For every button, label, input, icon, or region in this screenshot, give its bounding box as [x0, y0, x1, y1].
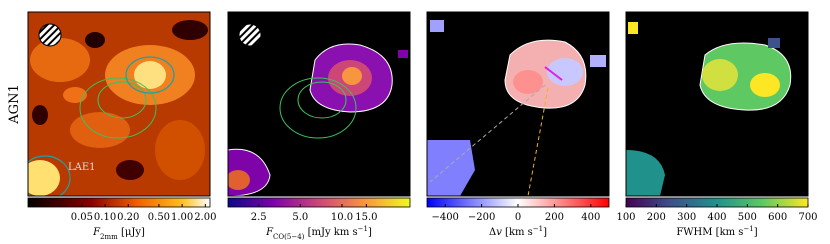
label-part: [mJy km s	[304, 227, 357, 238]
tick-label: 5.0	[292, 212, 308, 223]
tick-label: 2.5	[251, 212, 267, 223]
tick-label: −200	[468, 212, 495, 223]
frame	[625, 11, 809, 197]
map-continuum: LAE1	[28, 12, 210, 196]
tick-label: 200	[647, 212, 666, 223]
colorbar-label: FCO(5−4) [mJy km s−1]	[265, 225, 372, 241]
tick-label: 400	[581, 212, 600, 223]
map-co	[228, 12, 410, 196]
tick-label: 600	[768, 212, 787, 223]
tick-label: 500	[738, 212, 757, 223]
label-part: Δ	[489, 227, 496, 238]
annotation: LAE1	[68, 162, 96, 173]
label-part: FWHM [km s	[676, 227, 743, 238]
frame	[227, 11, 411, 197]
label-part: −1	[533, 225, 543, 233]
tick-label: 200	[545, 212, 564, 223]
row-label: AGN1	[7, 84, 22, 124]
tick-label: 300	[677, 212, 696, 223]
tick-label: 700	[798, 212, 817, 223]
colorbar-label: Δv [km s−1]	[489, 225, 547, 238]
tick-label: 0.05	[71, 212, 93, 223]
tick-label: 10.0	[331, 212, 353, 223]
tick-label: 400	[707, 212, 726, 223]
tick-label: 0.50	[148, 212, 170, 223]
tick-label: 2.00	[194, 212, 216, 223]
tick-label: 0.20	[117, 212, 139, 223]
label-part: CO(5−4)	[273, 233, 305, 241]
map-velocity	[427, 12, 609, 196]
label-part: v	[496, 227, 502, 238]
label-part: −1	[358, 225, 368, 233]
tick-label: 100	[616, 212, 635, 223]
label-part: −1	[743, 225, 753, 233]
tick-label: −400	[431, 212, 458, 223]
colorbar	[27, 197, 211, 208]
label-part: [km s	[502, 227, 533, 238]
label-part: ]	[754, 227, 758, 238]
frame	[27, 11, 211, 197]
label-part: [μJy]	[118, 227, 145, 238]
label-part: 2mm	[100, 233, 118, 241]
map-fwhm	[626, 12, 808, 196]
frame	[426, 11, 610, 197]
label-part: F	[265, 227, 274, 238]
tick-label: 0	[515, 212, 521, 223]
colorbar-label: F2mm [μJy]	[92, 227, 145, 241]
tick-label: 0.10	[94, 212, 116, 223]
label-part: F	[92, 227, 101, 238]
colorbar-label: FWHM [km s−1]	[676, 225, 757, 238]
label-part: ]	[543, 227, 547, 238]
tick-label: 1.00	[171, 212, 193, 223]
label-part: ]	[368, 227, 372, 238]
tick-label: 15.0	[355, 212, 377, 223]
colorbar	[227, 197, 411, 208]
